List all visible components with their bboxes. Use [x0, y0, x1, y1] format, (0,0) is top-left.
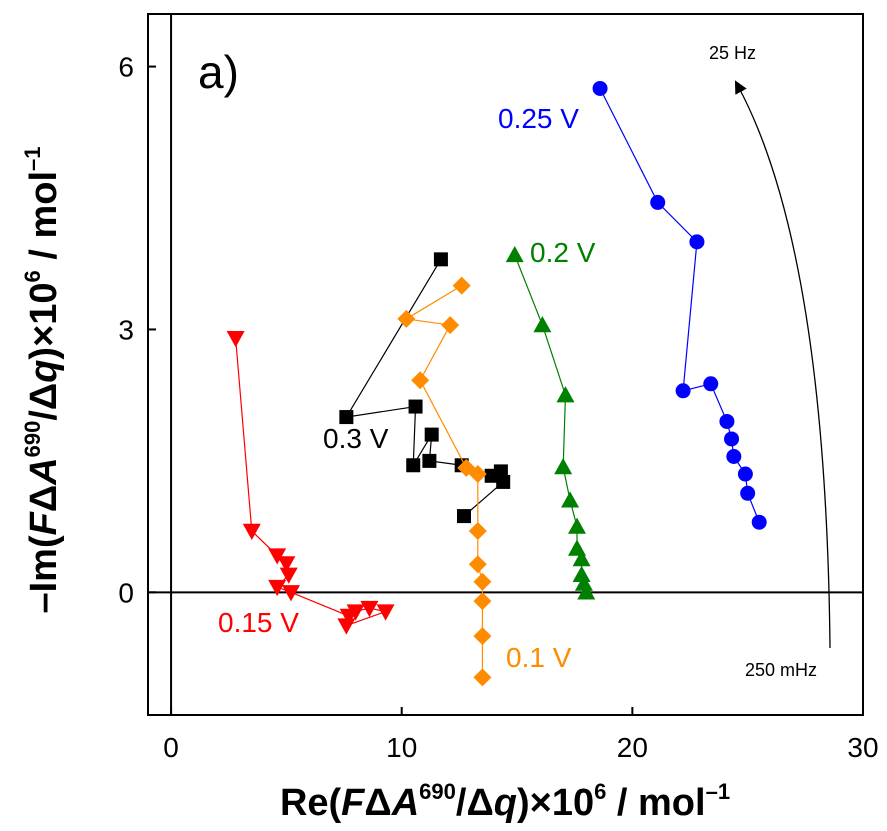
freq-label-low: 250 mHz — [745, 660, 817, 680]
data-point — [468, 555, 487, 574]
data-point — [468, 521, 487, 540]
data-point — [726, 449, 742, 465]
data-point — [740, 485, 756, 501]
series-label-0.25v: 0.25 V — [498, 103, 579, 134]
x-axis-ticks: 0 10 20 30 — [163, 707, 879, 763]
data-point — [452, 276, 471, 295]
data-point — [406, 458, 421, 473]
x-tick-label: 10 — [386, 732, 417, 763]
data-point — [408, 399, 423, 414]
data-point — [561, 491, 580, 508]
data-point — [568, 517, 586, 534]
data-point — [473, 572, 492, 591]
x-tick-label: 30 — [847, 732, 878, 763]
data-point — [473, 668, 492, 687]
data-point — [592, 80, 608, 96]
data-point — [719, 413, 735, 429]
series-0.2v — [505, 245, 596, 600]
data-point — [226, 331, 245, 348]
data-point — [505, 245, 524, 263]
data-point — [724, 431, 740, 447]
data-point — [433, 252, 448, 267]
data-point — [268, 579, 287, 597]
data-point — [533, 316, 552, 333]
series-label-0.1v: 0.1 V — [506, 642, 572, 673]
series-layer — [226, 80, 767, 687]
data-point — [574, 574, 593, 591]
data-point — [376, 604, 395, 621]
series-0.25v — [592, 80, 767, 530]
data-point — [360, 600, 379, 618]
series-line — [235, 338, 388, 627]
data-point — [577, 583, 596, 600]
data-point — [473, 627, 492, 646]
data-point — [572, 565, 591, 582]
panel-label: a) — [198, 46, 239, 98]
data-point — [572, 550, 591, 567]
x-tick-label: 0 — [163, 732, 179, 763]
frequency-arrow — [734, 80, 831, 649]
series-label-0.2v: 0.2 V — [530, 237, 596, 268]
y-axis-title: –Im(FΔA690/Δq)×106 / mol–1 — [20, 146, 65, 613]
data-point — [496, 474, 511, 489]
series-0.15v — [226, 331, 395, 635]
plot-frame — [147, 13, 864, 716]
series-label-0.3v: 0.3 V — [323, 423, 389, 454]
data-point — [737, 466, 753, 482]
x-axis-title: Re(FΔA690/Δq)×106 / mol–1 — [280, 779, 730, 824]
series-0.3v — [339, 252, 511, 524]
data-point — [493, 464, 508, 479]
data-point — [424, 427, 439, 442]
data-point — [242, 523, 261, 540]
data-point — [422, 453, 437, 468]
data-point — [346, 604, 365, 621]
y-tick-label: 6 — [118, 52, 134, 83]
data-point — [268, 548, 287, 565]
y-tick-label: 3 — [118, 314, 134, 345]
data-point — [279, 567, 298, 584]
data-point — [650, 194, 666, 210]
data-point — [554, 458, 573, 475]
data-point — [456, 509, 471, 524]
data-point — [397, 309, 416, 328]
data-point — [277, 556, 296, 573]
data-point — [473, 592, 492, 611]
data-point — [337, 618, 356, 635]
data-point — [689, 234, 705, 250]
y-axis-ticks: 0 3 6 — [118, 52, 156, 608]
y-tick-label: 0 — [118, 577, 134, 608]
data-point — [282, 585, 300, 602]
data-point — [675, 383, 691, 399]
data-point — [339, 410, 354, 425]
data-point — [703, 376, 719, 392]
series-label-0.15v: 0.15 V — [218, 607, 299, 638]
data-point — [468, 465, 487, 484]
data-point — [556, 386, 575, 403]
freq-label-high: 25 Hz — [709, 43, 756, 63]
x-tick-label: 20 — [617, 732, 648, 763]
data-point — [411, 371, 430, 390]
series-line — [404, 285, 484, 678]
data-point — [441, 316, 460, 335]
series-line — [514, 254, 587, 593]
data-point — [751, 514, 767, 530]
series-0.1v — [397, 276, 492, 687]
